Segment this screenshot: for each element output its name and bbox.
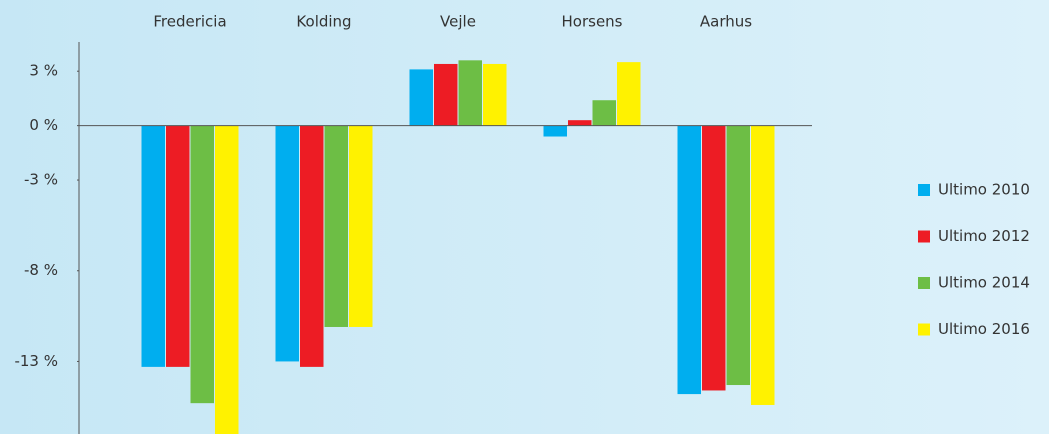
bar (702, 125, 726, 391)
bar (568, 120, 592, 126)
bar (275, 125, 299, 362)
x-category-label: Vejle (440, 13, 476, 31)
bar (215, 125, 239, 434)
x-category-label: Kolding (296, 13, 351, 31)
legend-label: Ultimo 2010 (938, 181, 1030, 199)
legend-label: Ultimo 2016 (938, 320, 1030, 338)
y-tick-label: 3 % (29, 62, 58, 80)
bar (592, 100, 616, 126)
bar (677, 125, 701, 395)
bar (751, 125, 775, 405)
bar (166, 125, 190, 367)
bar (300, 125, 324, 367)
bar (190, 125, 214, 404)
legend-label: Ultimo 2012 (938, 227, 1030, 245)
legend-swatch (918, 277, 930, 289)
bar (726, 125, 750, 386)
x-category-label: Aarhus (700, 13, 752, 31)
legend-label: Ultimo 2014 (938, 274, 1030, 292)
legend-swatch (918, 323, 930, 336)
y-tick-label: -13 % (14, 352, 58, 370)
x-category-label: Horsens (562, 13, 623, 31)
bar (324, 125, 348, 327)
y-tick-label: -8 % (24, 261, 58, 279)
x-category-label: Fredericia (153, 13, 226, 31)
y-tick-label: -3 % (24, 171, 58, 189)
bar (349, 125, 373, 327)
bar (409, 69, 433, 126)
bar (458, 60, 482, 126)
bar (483, 63, 507, 126)
bar (543, 125, 567, 137)
y-tick-label: 0 % (29, 116, 58, 134)
bar (141, 125, 165, 367)
legend-swatch (918, 184, 930, 196)
legend-swatch (918, 230, 930, 243)
bar (434, 63, 458, 126)
bar (617, 62, 641, 126)
